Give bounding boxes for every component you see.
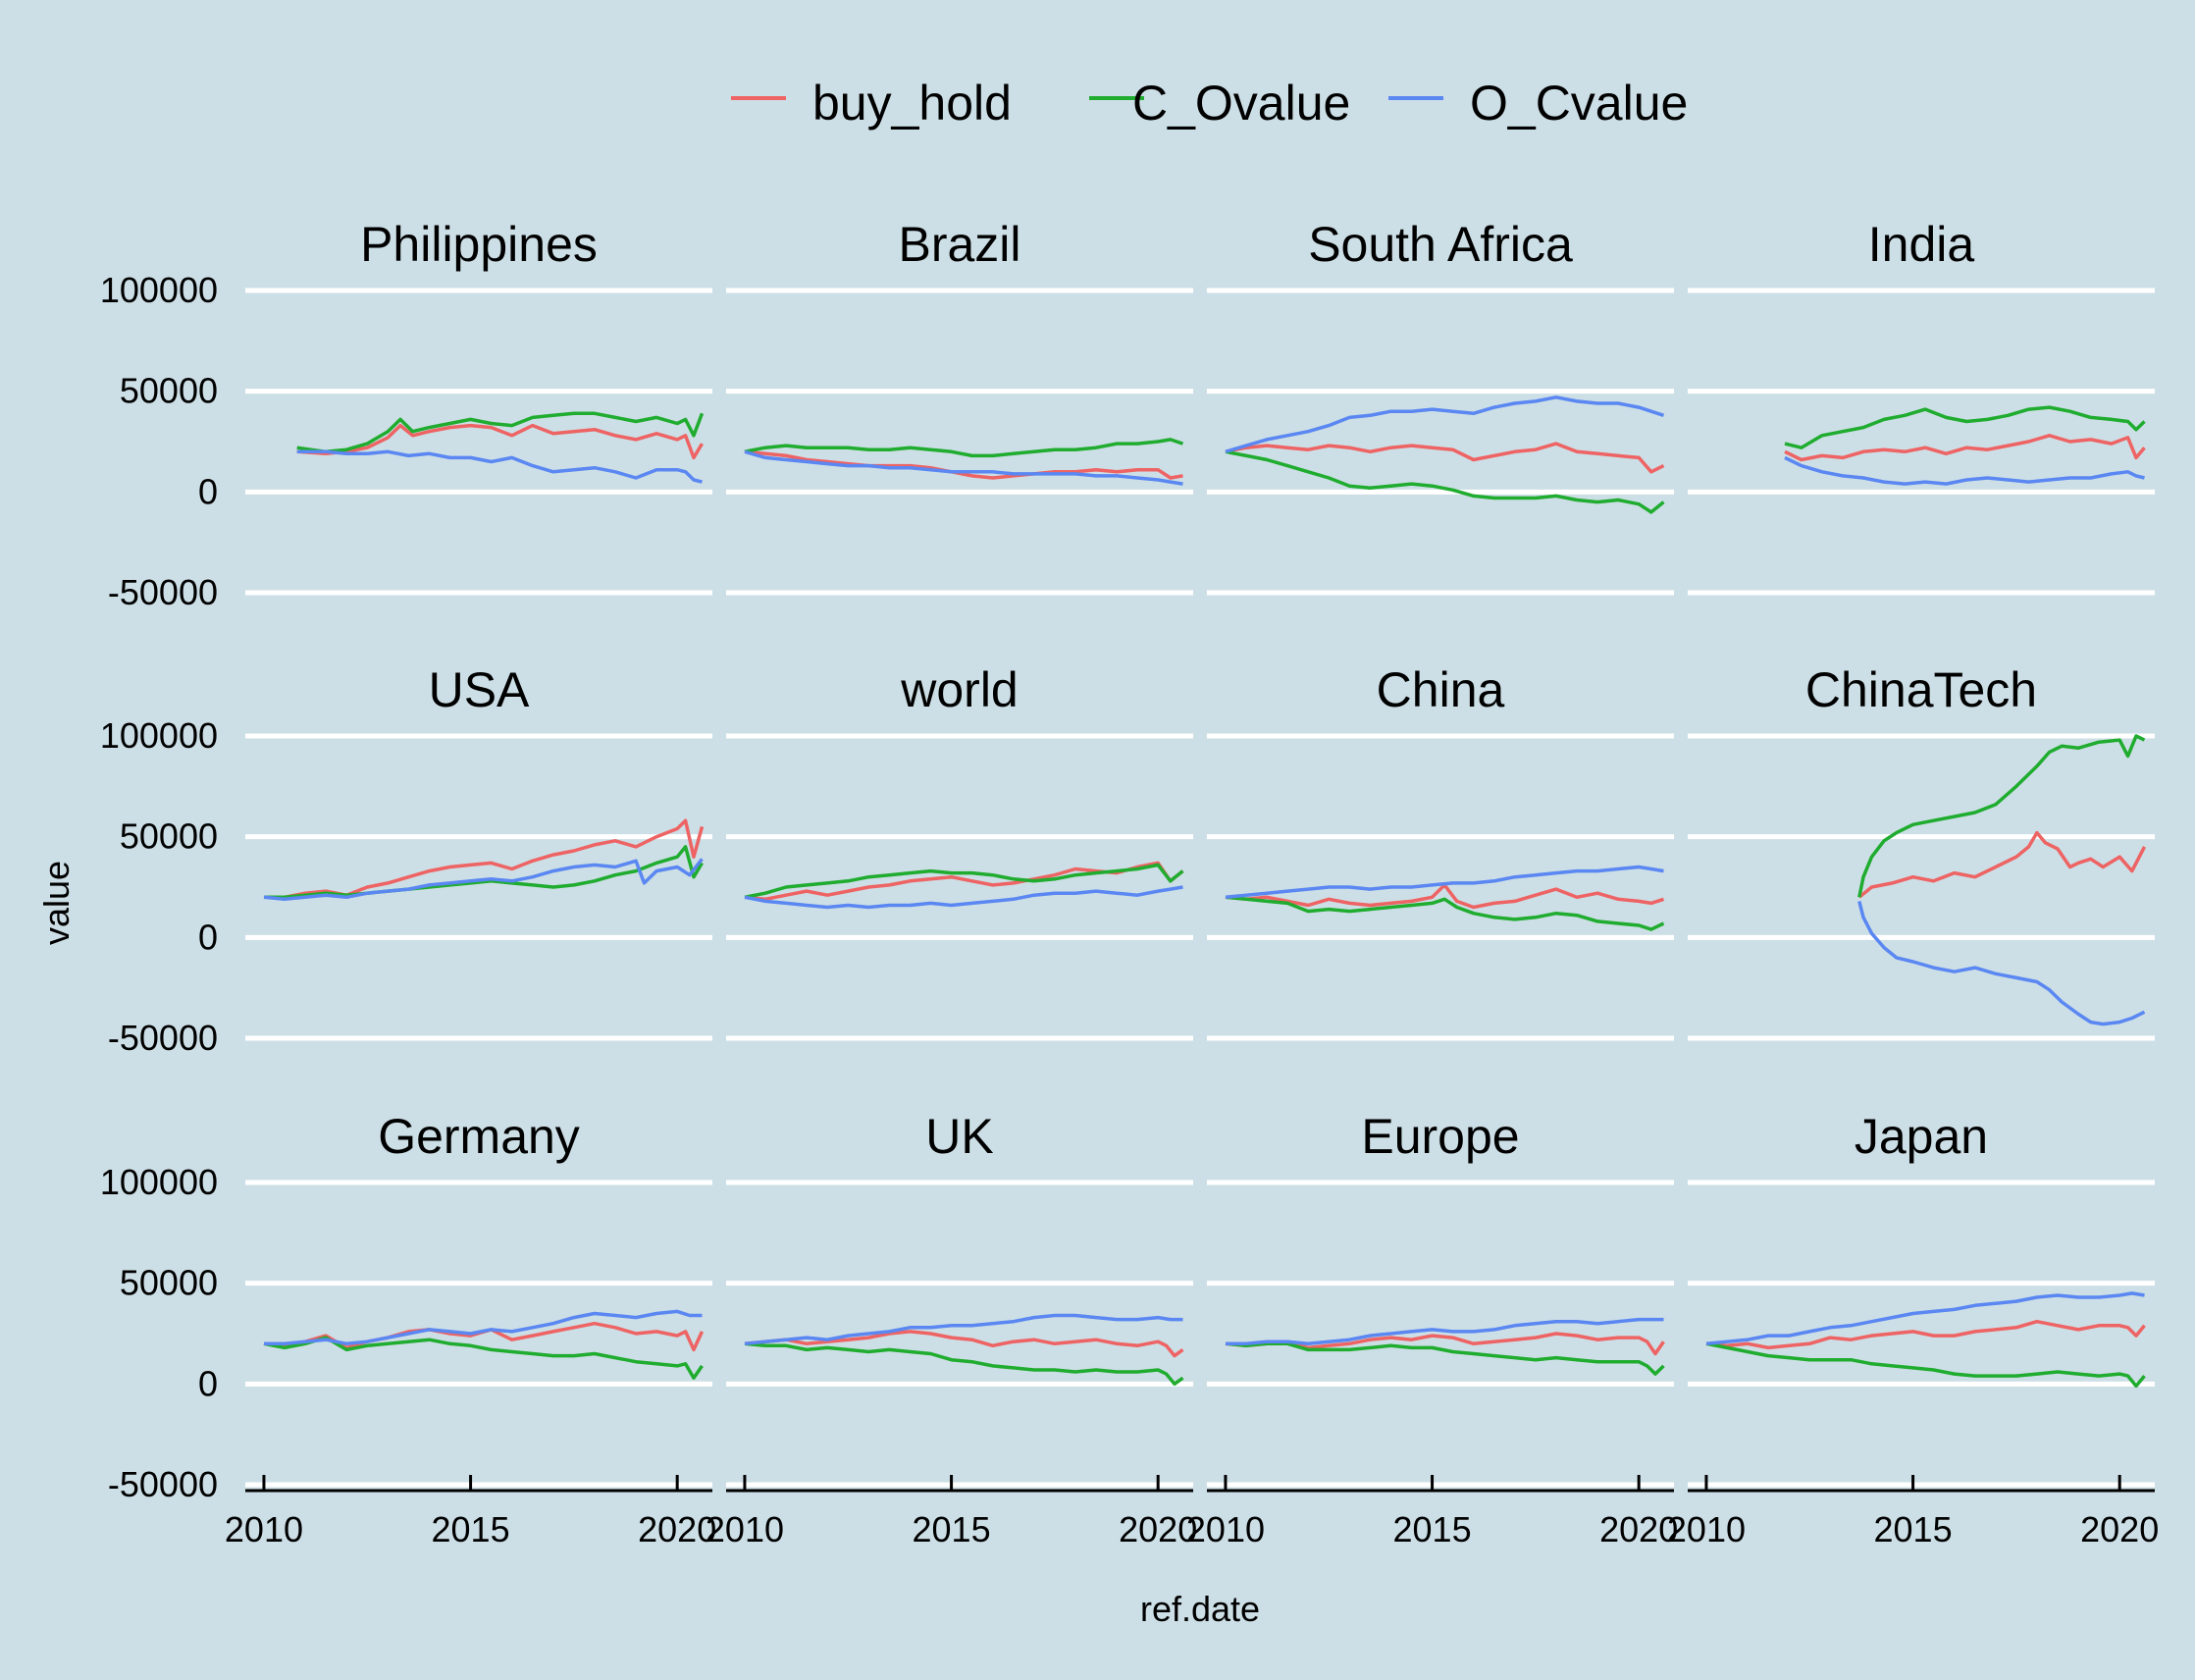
- series-line-O_Cvalue: [264, 1309, 703, 1346]
- x-axis-label: ref.date: [1140, 1589, 1260, 1629]
- series-line-C_Ovalue: [296, 411, 705, 454]
- series-line-O_Cvalue: [1857, 900, 2146, 1026]
- series-line-C_Ovalue: [744, 1341, 1184, 1387]
- panel-uk: UK: [726, 1109, 1193, 1488]
- panel-japan: Japan: [1688, 1109, 2155, 1488]
- x-tick-label: 2015: [1874, 1509, 1953, 1549]
- series-line-C_Ovalue: [1225, 1341, 1665, 1376]
- x-tick-label: 2020: [1119, 1509, 1197, 1549]
- facet-panels: Philippines Brazil South Africa India USA wor…: [245, 217, 2155, 1488]
- panel-title: Philippines: [360, 217, 598, 272]
- panel-philippines: Philippines: [245, 217, 712, 596]
- y-tick-label: 0: [198, 917, 218, 957]
- x-tick-label: 2010: [706, 1509, 784, 1549]
- series-line-buy_hold: [1225, 442, 1665, 474]
- series-line-buy_hold: [1784, 434, 2146, 462]
- series-line-C_Ovalue: [744, 863, 1184, 900]
- panel-title: USA: [429, 662, 530, 717]
- legend-label-C_Ovalue: C_Ovalue: [1132, 76, 1350, 131]
- panel-india: India: [1688, 217, 2155, 596]
- x-tick-label: 2015: [913, 1509, 991, 1549]
- y-tick-label: 0: [198, 1363, 218, 1403]
- y-tick-label: 50000: [120, 371, 218, 411]
- panel-title: Germany: [378, 1109, 580, 1164]
- series-line-O_Cvalue: [263, 858, 704, 902]
- series-line-C_Ovalue: [264, 845, 705, 900]
- series-line-O_Cvalue: [296, 449, 703, 484]
- legend: buy_hold C_Ovalue O_Cvalue: [731, 76, 1688, 131]
- y-axis-label: value: [36, 861, 77, 945]
- panel-europe: Europe: [1207, 1109, 1674, 1488]
- panel-chinatech: ChinaTech: [1688, 662, 2155, 1041]
- panel-title: UK: [925, 1109, 993, 1164]
- x-tick-label: 2015: [1393, 1509, 1472, 1549]
- series-line-O_Cvalue: [1784, 455, 2145, 486]
- panel-title: China: [1377, 662, 1505, 717]
- series-line-buy_hold: [296, 423, 705, 460]
- panel-title: India: [1868, 217, 1975, 272]
- panel-title: Japan: [1855, 1109, 1988, 1164]
- series-line-C_Ovalue: [1705, 1341, 2146, 1389]
- series-line-buy_hold: [744, 449, 1183, 480]
- series-line-C_Ovalue: [1225, 449, 1665, 514]
- panel-title: Brazil: [898, 217, 1020, 272]
- y-tick-label: 100000: [100, 715, 218, 756]
- y-tick-label: -50000: [108, 1018, 218, 1058]
- panel-usa: USA: [245, 662, 712, 1041]
- y-tick-label: 0: [198, 471, 218, 511]
- panel-title: Europe: [1361, 1109, 1519, 1164]
- panel-title: ChinaTech: [1805, 662, 2037, 717]
- x-tick-label: 2010: [225, 1509, 303, 1549]
- panel-south-africa: South Africa: [1207, 217, 1674, 596]
- y-tick-label: 50000: [120, 1263, 218, 1303]
- x-tick-label: 2010: [1186, 1509, 1265, 1549]
- series-line-C_Ovalue: [263, 1336, 704, 1380]
- panel-china: China: [1207, 662, 1674, 1041]
- y-tick-label: 100000: [100, 270, 218, 310]
- series-line-buy_hold: [1705, 1319, 2146, 1350]
- panel-title: world: [900, 662, 1018, 717]
- x-tick-label: 2010: [1667, 1509, 1746, 1549]
- series-line-O_Cvalue: [744, 449, 1183, 486]
- y-tick-label: -50000: [108, 1464, 218, 1504]
- series-line-buy_hold: [1857, 830, 2147, 899]
- series-line-buy_hold: [744, 1330, 1184, 1358]
- legend-label-O_Cvalue: O_Cvalue: [1470, 76, 1688, 131]
- y-tick-label: -50000: [108, 572, 218, 612]
- x-tick-label: 2020: [1599, 1509, 1678, 1549]
- series-line-C_Ovalue: [1857, 734, 2146, 898]
- y-tick-label: 50000: [120, 816, 218, 857]
- axes: -50000 0 50000 100000 -50000 0 50000 100000 -500…: [100, 270, 2159, 1549]
- x-tick-label: 2020: [638, 1509, 716, 1549]
- panel-title: South Africa: [1308, 217, 1573, 272]
- series-line-C_Ovalue: [1784, 405, 2146, 449]
- series-line-O_Cvalue: [1226, 1317, 1664, 1346]
- panel-world: world: [726, 662, 1193, 1041]
- series-line-O_Cvalue: [1225, 395, 1665, 453]
- series-line-buy_hold: [1225, 1332, 1665, 1356]
- panel-brazil: Brazil: [726, 217, 1193, 596]
- panel-germany: Germany: [245, 1109, 712, 1488]
- x-tick-label: 2020: [2080, 1509, 2159, 1549]
- series-line-C_Ovalue: [744, 438, 1184, 458]
- series-line-C_Ovalue: [1225, 895, 1665, 931]
- y-tick-label: 100000: [100, 1162, 218, 1202]
- series-line-O_Cvalue: [744, 1313, 1183, 1346]
- series-line-O_Cvalue: [1225, 865, 1664, 900]
- series-line-buy_hold: [1225, 883, 1665, 910]
- legend-label-buy_hold: buy_hold: [812, 76, 1012, 131]
- x-tick-label: 2015: [432, 1509, 510, 1549]
- series-line-O_Cvalue: [1705, 1291, 2145, 1346]
- series-line-O_Cvalue: [744, 885, 1183, 910]
